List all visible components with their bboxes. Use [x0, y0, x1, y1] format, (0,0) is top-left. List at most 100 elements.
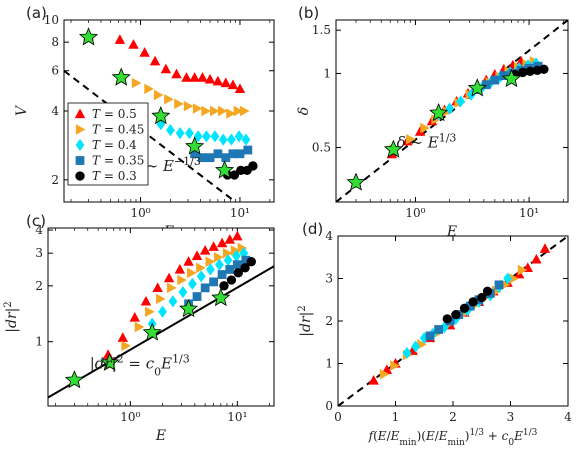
data-point-diamond: [175, 127, 185, 140]
x-axis-label: f(E/Emin)(E/Emin)1/3 + c0E1/3: [368, 428, 538, 448]
data-point-triangle-up: [114, 34, 126, 44]
x-tick-label: 10¹: [519, 206, 539, 220]
data-point-star: [467, 78, 487, 97]
data-point-diamond: [402, 346, 412, 359]
data-point-triangle-right: [144, 83, 154, 95]
data-point-square: [481, 80, 491, 90]
data-point-star: [214, 160, 235, 179]
data-point-diamond: [456, 95, 466, 108]
y-tick-label: 2: [35, 279, 43, 293]
data-point-diamond: [178, 286, 188, 299]
data-point-star: [501, 68, 522, 88]
data-point-star: [346, 172, 366, 191]
data-point-triangle-up: [204, 73, 216, 84]
data-point-star: [179, 298, 199, 318]
legend-marker-circle: [75, 171, 85, 181]
y-tick-label: 1: [325, 357, 333, 371]
legend-marker-square: [75, 156, 85, 165]
y-tick-label: 2: [51, 173, 59, 187]
legend-label: T = 0.3: [92, 169, 137, 183]
data-point-triangle-up: [160, 63, 172, 74]
x-tick-label: 1: [392, 410, 400, 424]
data-point-diamond: [234, 130, 244, 143]
data-point-circle: [518, 67, 528, 78]
data-point-circle: [451, 309, 461, 320]
data-point-square: [190, 149, 200, 159]
data-point-diamond: [215, 258, 224, 271]
x-axis-label: E: [155, 428, 166, 444]
data-point-triangle-right: [230, 245, 241, 256]
y-tick-label: 4: [35, 223, 43, 237]
data-point-diamond: [445, 102, 455, 115]
data-point-circle: [219, 281, 229, 291]
series-markers: [78, 27, 258, 180]
data-point-triangle-right: [145, 306, 155, 317]
data-point-circle: [459, 303, 470, 313]
y-tick-label: 4: [51, 104, 59, 118]
legend-label: T = 0.35: [92, 154, 144, 168]
data-point-triangle-up: [227, 79, 239, 90]
data-point-square: [235, 149, 245, 159]
data-point-triangle-right: [153, 89, 164, 101]
data-point-diamond: [232, 249, 241, 262]
data-point-star: [111, 67, 131, 86]
data-point-triangle-up: [234, 83, 246, 93]
data-point-square: [465, 301, 475, 311]
data-point-star: [211, 287, 231, 307]
data-point-diamond: [503, 272, 513, 285]
fit-line-solid: [48, 265, 274, 399]
data-point-square: [200, 283, 210, 293]
data-point-circle: [233, 268, 243, 278]
data-point-triangle-right: [406, 134, 416, 145]
data-point-triangle-right: [237, 242, 248, 254]
y-tick-label: 3: [35, 246, 43, 260]
legend-marker-diamond: [75, 138, 85, 152]
data-point-circle: [246, 256, 256, 267]
data-point-diamond: [411, 340, 421, 353]
chart-panel-1: 10⁰ 10¹ 0.5 1 1.5(b) Eδ δ ∼ E1/3: [296, 4, 569, 240]
data-point-star: [185, 136, 205, 155]
series-markers: [346, 55, 549, 191]
data-point-square: [213, 149, 223, 159]
data-point-triangle-up: [208, 241, 219, 251]
data-point-triangle-up: [174, 263, 186, 274]
data-point-circle: [477, 292, 487, 303]
data-point-triangle-right: [187, 267, 197, 279]
data-point-square: [225, 265, 235, 274]
legend-label: T = 0.4: [92, 138, 137, 152]
data-point-triangle-right: [177, 274, 187, 286]
data-point-triangle-right: [166, 282, 177, 294]
x-tick-label: 4: [564, 410, 572, 424]
fit-annotation: |dr|2 = c0E1/3: [90, 352, 190, 378]
data-point-triangle-up: [199, 245, 211, 255]
data-point-triangle-right: [222, 247, 233, 259]
fit-annotation: δ ∼ E1/3: [397, 131, 457, 152]
data-point-diamond: [206, 263, 215, 276]
data-point-triangle-right: [431, 114, 441, 125]
data-point-triangle-right: [239, 105, 250, 117]
data-point-triangle-up: [224, 234, 236, 244]
data-point-triangle-right: [192, 103, 203, 114]
data-point-triangle-right: [164, 94, 174, 105]
data-point-triangle-up: [191, 250, 203, 261]
legend-marker-triangle-up: [74, 108, 86, 119]
y-tick-label: 10: [44, 13, 59, 27]
series-markers: [64, 230, 256, 389]
data-point-square: [425, 331, 435, 341]
data-point-triangle-up: [139, 47, 150, 57]
legend: T = 0.5 T = 0.45T = 0.4 T = 0.35T = 0.3: [67, 102, 149, 186]
data-point-triangle-right: [183, 100, 194, 112]
data-point-triangle-right: [131, 77, 142, 89]
data-point-square: [499, 71, 509, 81]
data-point-triangle-up: [212, 75, 224, 86]
data-point-diamond: [202, 130, 211, 143]
data-point-triangle-right: [174, 98, 184, 110]
data-point-star: [64, 370, 84, 389]
data-point-triangle-right: [196, 262, 206, 274]
data-point-triangle-up: [368, 375, 379, 385]
data-point-square: [217, 270, 227, 279]
data-point-triangle-up: [183, 256, 194, 266]
data-point-diamond: [241, 133, 251, 146]
data-point-square: [228, 149, 238, 159]
data-point-square: [232, 260, 242, 270]
